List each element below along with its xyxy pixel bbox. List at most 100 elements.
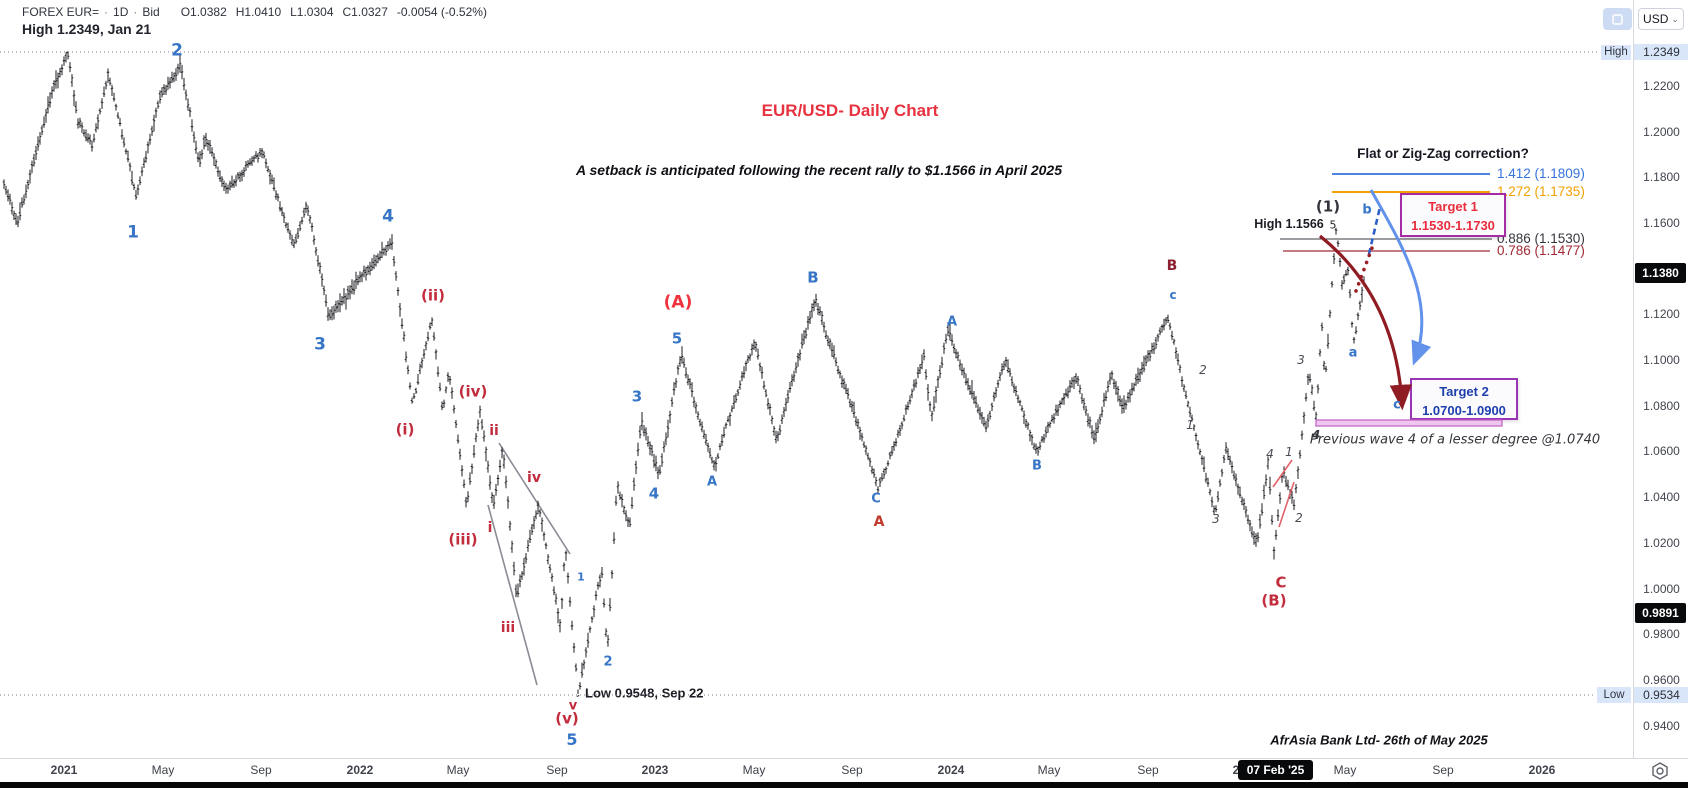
target2-range: 1.0700-1.0900 <box>1422 402 1506 418</box>
wave-label: 1 <box>127 222 139 243</box>
fib-0786-label: 0.786 (1.1477) <box>1497 243 1585 258</box>
wave-label: 5 <box>671 329 683 348</box>
wave-label: v <box>568 698 578 714</box>
wave-label: 2 <box>171 40 183 61</box>
price-tick: 1.2200 <box>1643 79 1680 93</box>
gray-trendline-lower <box>487 504 538 686</box>
gray-trendline-upper <box>498 442 571 555</box>
wave-label: 4 <box>648 484 660 503</box>
price-bars <box>3 52 1365 694</box>
high-annotation: High 1.2349, Jan 21 <box>22 21 152 37</box>
separator-dot: · <box>133 5 138 19</box>
wave-label: iv <box>527 470 541 486</box>
wave-label: 3 <box>1297 353 1305 367</box>
wave-label: a <box>1348 345 1358 361</box>
wave-label: 2 <box>603 654 613 670</box>
wave-label: B <box>1166 258 1178 274</box>
price-tick: 0.9800 <box>1643 627 1680 641</box>
wave-label: B <box>807 268 819 287</box>
wave-label: 5 <box>566 730 578 749</box>
wave-label: c <box>1393 397 1401 413</box>
close-value: C1.0327 <box>342 5 388 19</box>
price-bar-ticks <box>2 51 1366 697</box>
blue-projection-arrow <box>1369 189 1432 366</box>
time-tick: May <box>446 763 470 777</box>
red-dotted-line <box>1354 246 1374 293</box>
price-tick: 1.0600 <box>1643 444 1680 458</box>
wave-label: 4 <box>1311 428 1321 442</box>
wave-label: (iii) <box>448 530 478 549</box>
wave-label: (v) <box>555 709 579 728</box>
wave-label: iii <box>500 620 516 636</box>
blue-dashed-b-line <box>1367 206 1382 255</box>
last-price-badge: 1.1380 <box>1635 263 1686 283</box>
time-tick: 2026 <box>1528 763 1556 777</box>
price-axis[interactable]: 1.2349 1.2200 1.2000 1.1800 1.1600 1.1200 1.10… <box>1633 0 1688 758</box>
low-price-badge: 0.9891 <box>1635 603 1686 623</box>
wave-label: 2 <box>1295 511 1303 525</box>
chevron-down-icon: ⌄ <box>1671 13 1679 24</box>
red-mini-trendline-1 <box>1272 459 1293 488</box>
time-tick: Sep <box>841 763 863 777</box>
open-value: O1.0382 <box>180 5 227 19</box>
fib-1272-label: 1.272 (1.1735) <box>1497 184 1585 199</box>
low-annotation: Low 0.9548, Sep 22 <box>585 685 704 701</box>
high-value: H1.0410 <box>235 5 282 19</box>
bottom-black-bar <box>0 782 1688 788</box>
wave-label: 3 <box>631 387 643 406</box>
red-mini-trendline-2 <box>1278 481 1295 528</box>
wave-label: 3 <box>1212 512 1220 526</box>
price-tick: 1.1000 <box>1643 353 1680 367</box>
wave-label: 5 <box>1329 218 1337 232</box>
time-tick: Sep <box>250 763 272 777</box>
wave-label: ii <box>489 423 499 439</box>
price-tick: 0.9400 <box>1643 719 1680 733</box>
time-tick: May <box>151 763 175 777</box>
wave-label: b <box>1362 202 1372 218</box>
time-tick: Sep <box>1137 763 1159 777</box>
change-value: -0.0054 (-0.52%) <box>396 5 487 19</box>
time-tick: May <box>742 763 766 777</box>
wave-label: i <box>487 520 493 536</box>
price-tick: 1.2000 <box>1643 125 1680 139</box>
wave-label: c <box>1169 288 1177 302</box>
scale-mode-button[interactable] <box>1603 8 1632 30</box>
time-tick: 2023 <box>641 763 669 777</box>
wave-label: 4 <box>382 206 394 227</box>
recent-high-label: High 1.1566 <box>1254 217 1324 231</box>
wave-label: (iv) <box>458 382 488 401</box>
target1-title: Target 1 <box>1428 199 1478 214</box>
currency-button[interactable]: USD ⌄ <box>1638 8 1684 30</box>
wave-label: 1 <box>1186 418 1194 432</box>
price-tick: 0.9600 <box>1643 673 1680 687</box>
correction-question-note: Flat or Zig-Zag correction? <box>1357 146 1529 161</box>
time-axis-settings-icon[interactable] <box>1650 762 1670 780</box>
low-value: L1.0304 <box>290 5 334 19</box>
price-tick: 1.1200 <box>1643 307 1680 321</box>
price-tick: 1.2349 <box>1634 44 1688 60</box>
time-axis[interactable]: 2021 May Sep 2022 May Sep 2023 May Sep 2024 May Sep… <box>0 758 1688 782</box>
symbol-title[interactable]: FOREX EUR= <box>22 5 100 19</box>
wave-label: (i) <box>395 420 415 439</box>
interval-label[interactable]: 1D <box>113 5 129 19</box>
chart-subtitle: A setback is anticipated following the r… <box>575 162 1063 178</box>
high-axis-tag: High <box>1601 45 1631 60</box>
wave-label: (1) <box>1315 197 1341 216</box>
wave-label: B <box>1032 458 1042 474</box>
wave-label: (B) <box>1261 591 1287 610</box>
square-icon <box>1612 13 1623 25</box>
price-tick: 0.9534 <box>1634 687 1688 703</box>
price-tick: 1.1800 <box>1643 170 1680 184</box>
wave-label: (A) <box>663 292 693 313</box>
target1-box: Target 1 1.1530-1.1730 <box>1400 193 1506 237</box>
wave-label: C <box>871 491 881 507</box>
wave-label: 4 <box>1266 447 1274 461</box>
time-tick: 2024 <box>937 763 965 777</box>
wave-label: A <box>706 474 718 490</box>
target2-box: Target 2 1.0700-1.0900 <box>1410 378 1518 420</box>
time-tick: May <box>1037 763 1061 777</box>
wave-label: 1 <box>1285 445 1293 459</box>
symbol-info-bar[interactable]: FOREX EUR= · 1D · Bid O1.0382 H1.0410 L1.0304 C1… <box>22 5 487 19</box>
